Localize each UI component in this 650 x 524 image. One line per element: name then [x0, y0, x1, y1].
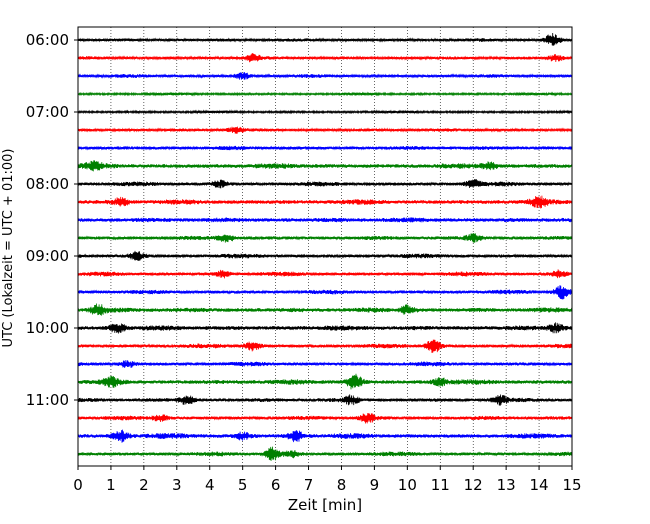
x-tick-label: 15: [562, 476, 581, 494]
y-tick-label: 11:00: [26, 391, 69, 409]
x-tick-label: 1: [106, 476, 116, 494]
grid-lines: [110, 27, 540, 466]
x-tick-label: 3: [172, 476, 182, 494]
trace-line: [77, 32, 573, 46]
x-tick-label: 13: [497, 476, 516, 494]
trace-line: [77, 360, 573, 369]
y-tick-label: 09:00: [26, 247, 69, 265]
trace-line: [77, 322, 573, 334]
x-axis-label: Zeit [min]: [288, 496, 362, 514]
y-axis-label: UTC (Lokalzeit = UTC + 01:00): [1, 149, 16, 348]
trace-line: [77, 91, 573, 97]
trace-line: [77, 160, 573, 172]
y-tick-label: 07:00: [26, 103, 69, 121]
trace-line: [77, 195, 573, 209]
y-tick-label: 08:00: [26, 175, 69, 193]
trace-line: [77, 179, 573, 189]
trace-line: [77, 269, 573, 279]
x-tick-label: 12: [464, 476, 483, 494]
x-tick-label: 4: [205, 476, 215, 494]
x-tick-label: 8: [337, 476, 347, 494]
trace-line: [77, 217, 573, 223]
seismic-traces: [77, 32, 573, 461]
trace-line: [77, 394, 573, 406]
plot-frame: [77, 26, 573, 467]
trace-line: [77, 339, 573, 353]
trace-line: [77, 145, 573, 151]
trace-line: [77, 72, 573, 80]
trace-line: [77, 126, 573, 135]
trace-line: [77, 413, 573, 424]
trace-line: [77, 52, 573, 63]
x-tick-label: 7: [304, 476, 314, 494]
x-tick-label: 14: [530, 476, 549, 494]
y-tick-label: 06:00: [26, 31, 69, 49]
trace-line: [77, 109, 573, 115]
x-tick-label: 6: [271, 476, 281, 494]
x-tick-label: 10: [398, 476, 417, 494]
x-axis-ticks: 0 1 2 3 4 5 6 7 8 9 10 11 12 13 14 15: [73, 466, 582, 494]
x-tick-label: 5: [238, 476, 248, 494]
y-axis-ticks: 06:00 07:00 08:00 09:00 10:00 11:00: [26, 31, 78, 409]
trace-line: [77, 429, 573, 443]
trace-line: [77, 373, 573, 390]
trace-line: [77, 285, 573, 300]
x-tick-label: 9: [370, 476, 380, 494]
y-tick-label: 10:00: [26, 319, 69, 337]
trace-line: [77, 250, 573, 261]
x-tick-label: 2: [139, 476, 149, 494]
x-tick-label: 11: [431, 476, 450, 494]
trace-line: [77, 446, 573, 461]
trace-line: [77, 233, 573, 243]
trace-line: [77, 303, 573, 316]
x-tick-label: 0: [73, 476, 83, 494]
